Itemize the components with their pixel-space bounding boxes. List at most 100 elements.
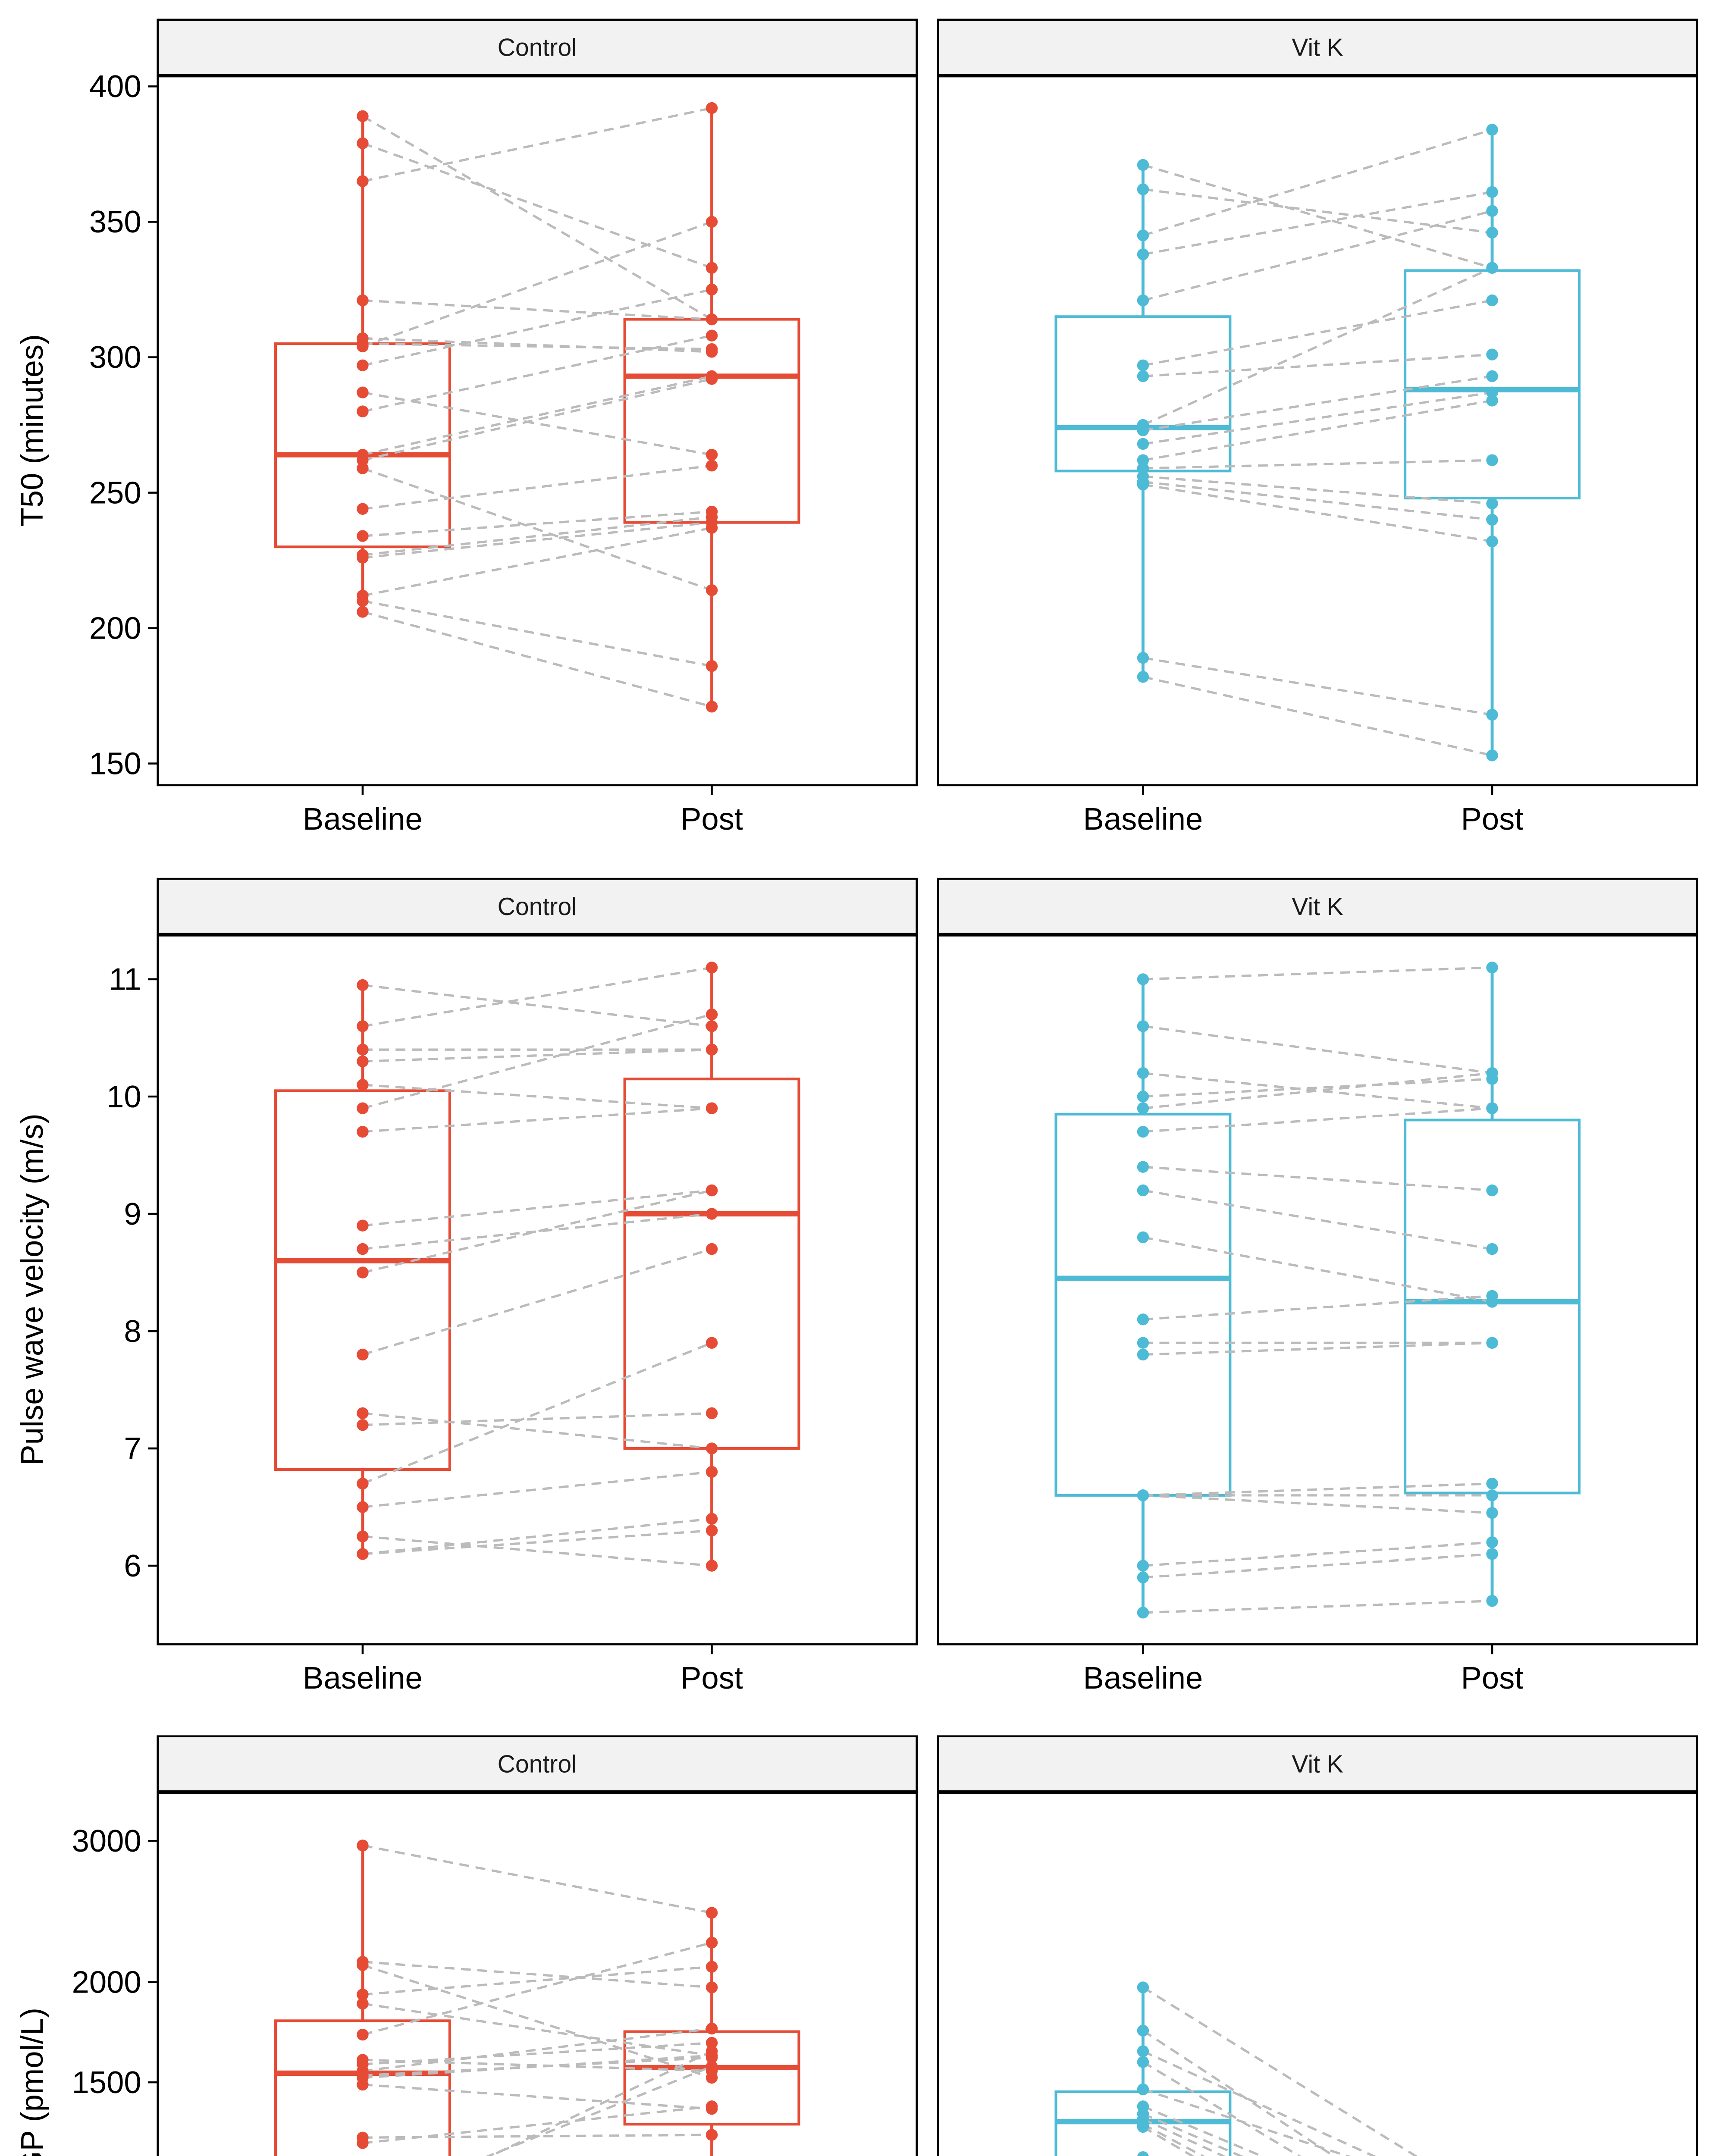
paired-connector-line — [1142, 299, 1493, 367]
data-point-post — [706, 448, 718, 461]
data-point-post — [706, 373, 718, 385]
paired-connector-line — [1142, 266, 1493, 426]
data-point-post — [1486, 205, 1498, 217]
data-point-baseline — [357, 1219, 369, 1232]
data-point-baseline — [1137, 424, 1149, 436]
paired-connector-line — [362, 2027, 712, 2072]
paired-connector-line — [362, 600, 712, 667]
paired-connector-line — [362, 288, 712, 367]
paired-connector-line — [488, 2050, 712, 2156]
paired-connector-line — [1143, 1072, 1493, 1109]
data-point-baseline — [357, 1055, 369, 1068]
paired-connector-line — [362, 984, 712, 1028]
chart-row-1: Pulse wave velocity (m/s) 6 7 8 9 10 11 Control… — [15, 877, 1698, 1695]
data-point-baseline — [357, 294, 369, 307]
data-point-baseline — [357, 1839, 369, 1852]
paired-connector-line — [362, 1189, 712, 1227]
paired-connector-line — [1142, 2061, 1302, 2156]
paired-connector-line — [1142, 1236, 1493, 1303]
data-point-post — [706, 1243, 718, 1255]
y-tick-label: 350 — [89, 204, 141, 239]
paired-connector-line — [362, 299, 712, 321]
data-point-baseline — [357, 1266, 369, 1279]
paired-connector-line — [485, 2065, 712, 2156]
data-point-baseline — [357, 1419, 369, 1431]
paired-connector-line — [1143, 1553, 1493, 1579]
paired-connector-line — [362, 2041, 712, 2065]
data-point-baseline — [357, 386, 369, 398]
data-point-post — [706, 584, 718, 596]
data-point-baseline — [1137, 454, 1149, 466]
data-point-baseline — [1137, 1067, 1149, 1079]
paired-connector-line — [362, 1084, 712, 1109]
data-point-post — [1486, 1337, 1498, 1349]
paired-connector-line — [1142, 128, 1493, 237]
paired-connectors — [362, 107, 712, 708]
data-point-baseline — [357, 503, 369, 515]
paired-connector-line — [1143, 1482, 1493, 1497]
paired-connector-line — [1143, 375, 1493, 432]
data-point-baseline — [357, 1243, 369, 1255]
iqr-box — [623, 1078, 800, 1450]
paired-connector-line — [1143, 459, 1493, 470]
panel-vit-k: Vit K Baseline Post — [937, 877, 1698, 1695]
data-point-baseline — [357, 1407, 369, 1420]
data-point-post — [706, 1407, 718, 1420]
paired-connector-line — [362, 516, 712, 556]
panel-border — [157, 934, 918, 1645]
data-point-baseline — [357, 137, 369, 149]
y-tick-label: 8 — [124, 1314, 141, 1349]
data-point-post — [706, 216, 718, 228]
data-point-post — [706, 1560, 718, 1572]
y-tick-label: 400 — [89, 69, 141, 104]
data-point-post — [706, 1981, 718, 1993]
data-point-baseline — [357, 340, 369, 353]
facet-label: Vit K — [1292, 1750, 1343, 1778]
y-tick-label: 9 — [124, 1197, 141, 1232]
data-point-baseline — [1137, 294, 1149, 307]
paired-connector-line — [1143, 188, 1493, 234]
paired-connectors — [1142, 966, 1493, 1614]
data-point-baseline — [1137, 479, 1149, 491]
facet-strip — [157, 877, 918, 936]
boxplot-post — [623, 108, 800, 707]
data-point-post — [706, 2022, 718, 2035]
data-point-baseline — [357, 175, 369, 187]
x-tick-label: Baseline — [1083, 802, 1203, 837]
y-axis-title: dp–ucMGP (pmol/L) — [15, 2008, 50, 2156]
paired-connector-line — [1143, 1541, 1493, 1567]
data-point-baseline — [357, 1102, 369, 1114]
data-point-post — [706, 1513, 718, 1525]
paired-connector-line — [1142, 2088, 1351, 2156]
data-point-post — [1486, 226, 1498, 239]
paired-connector-line — [1143, 391, 1493, 445]
paired-connector-line — [1143, 966, 1493, 981]
paired-connector-line — [362, 1341, 712, 1485]
data-point-post — [1486, 1477, 1498, 1490]
paired-connector-line — [1143, 1294, 1493, 1321]
data-point-post — [706, 343, 718, 355]
data-point-post — [1486, 1067, 1498, 1079]
y-tick-label: 250 — [89, 475, 141, 510]
data-point-baseline — [357, 2078, 369, 2091]
data-point-baseline — [1137, 359, 1149, 372]
y-tick-label: 1500 — [72, 2065, 141, 2100]
paired-connector-line — [362, 375, 712, 456]
paired-connector-line — [362, 1013, 712, 1109]
paired-connector-line — [362, 334, 712, 413]
paired-connector-line — [362, 220, 712, 348]
y-tick-label: 300 — [89, 340, 141, 375]
data-point-baseline — [357, 595, 369, 607]
data-point-post — [1486, 962, 1498, 974]
data-point-post — [1486, 1595, 1498, 1607]
data-point-post — [706, 460, 718, 472]
data-point-baseline — [1137, 229, 1149, 241]
paired-connector-line — [362, 1941, 712, 2036]
iqr-box — [274, 342, 451, 548]
paired-connector-line — [362, 1248, 712, 1356]
paired-connector-line — [362, 1517, 712, 1555]
paired-connector-line — [362, 2002, 712, 2057]
data-point-post — [1486, 395, 1498, 407]
